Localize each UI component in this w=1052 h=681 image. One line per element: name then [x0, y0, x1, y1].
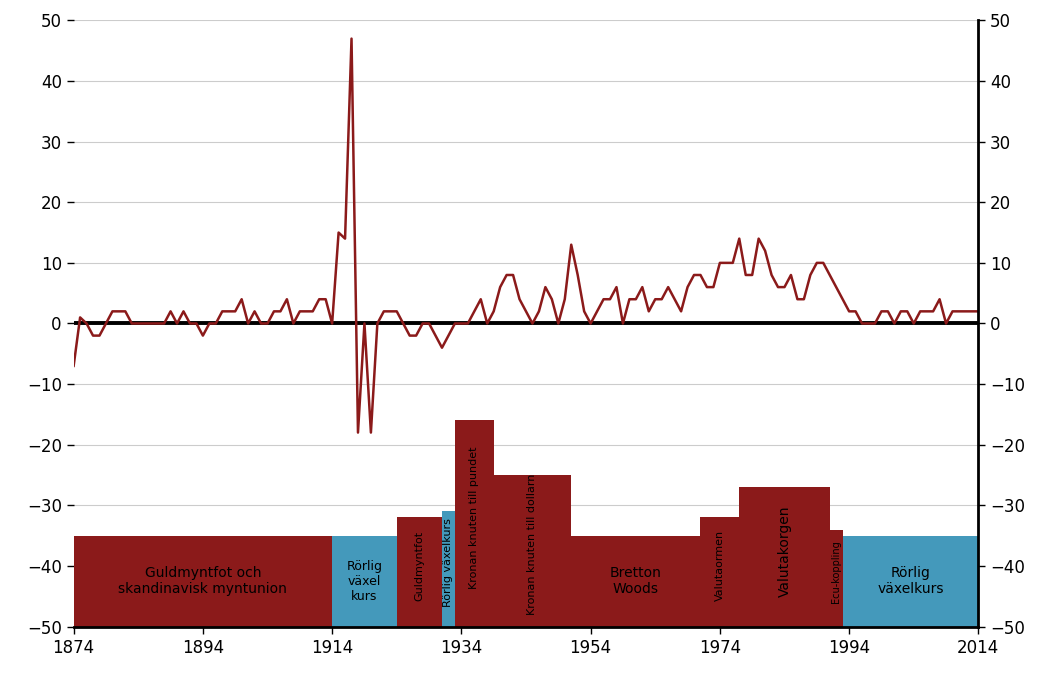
Bar [740, 487, 830, 536]
Bar [332, 536, 397, 627]
Text: Rörlig
växelkurs: Rörlig växelkurs [877, 566, 944, 596]
Text: Rörlig växelkurs: Rörlig växelkurs [444, 518, 453, 607]
Bar [442, 511, 454, 536]
Text: Rörlig
växel
kurs: Rörlig växel kurs [346, 560, 383, 603]
Text: Ecu-koppling: Ecu-koppling [831, 541, 842, 603]
Text: Kronan knuten till dollarn: Kronan knuten till dollarn [527, 474, 538, 616]
Text: Guldmyntfot: Guldmyntfot [414, 531, 424, 601]
Bar [454, 536, 493, 627]
Bar [454, 420, 493, 536]
Bar [74, 536, 332, 627]
Bar [701, 536, 740, 627]
Bar [701, 518, 740, 536]
Bar [843, 536, 978, 627]
Text: Valutaormen: Valutaormen [715, 530, 725, 601]
Bar [397, 518, 442, 536]
Bar [740, 536, 830, 627]
Bar [830, 536, 843, 627]
Bar [493, 536, 571, 627]
Bar [493, 475, 571, 536]
Bar [397, 536, 442, 627]
Text: Valutakorgen: Valutakorgen [777, 505, 791, 597]
Bar [571, 536, 701, 627]
Bar [442, 536, 454, 627]
Bar [830, 530, 843, 536]
Text: Kronan knuten till pundet: Kronan knuten till pundet [469, 446, 480, 588]
Text: Guldmyntfot och
skandinavisk myntunion: Guldmyntfot och skandinavisk myntunion [119, 566, 287, 596]
Text: Bretton
Woods: Bretton Woods [610, 566, 662, 596]
